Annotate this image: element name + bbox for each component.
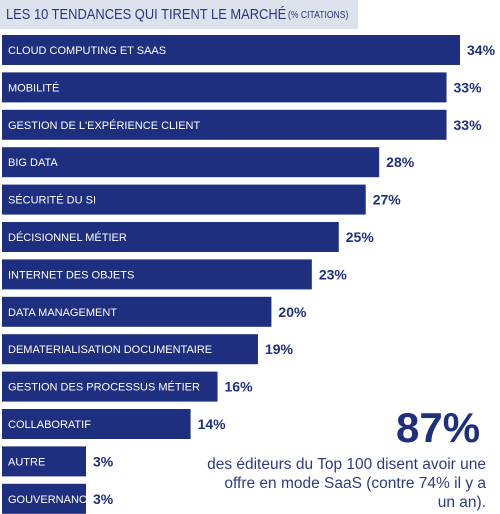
bar-value-label: 33% — [454, 117, 483, 133]
callout-text: des éditeurs du Top 100 disent avoir une… — [207, 456, 486, 511]
bar-group: CLOUD COMPUTING ET SAAS 34% — [2, 35, 496, 65]
bar — [2, 296, 272, 327]
bar-value-label: 25% — [346, 229, 375, 245]
chart-title: LES 10 TENDANCES QUI TIRENT LE MARCHÉ — [6, 6, 287, 23]
bar — [2, 371, 218, 402]
bar — [2, 147, 380, 178]
bar-group: GESTION DE L'EXPÉRIENCE CLIENT 33% — [2, 109, 483, 140]
bar-group: COLLABORATIF 14% — [2, 409, 226, 439]
bar-label: GESTION DE L'EXPÉRIENCE CLIENT — [8, 119, 200, 132]
bar — [2, 334, 258, 365]
bar — [2, 446, 86, 477]
bar-group: MOBILITÉ 33% — [2, 72, 483, 103]
bar — [2, 109, 447, 140]
bar-label: AUTRE — [8, 456, 45, 468]
bar-group: DÉCISIONNEL MÉTIER 25% — [2, 222, 374, 252]
bar-value-label: 28% — [386, 154, 415, 170]
bar — [2, 72, 447, 103]
chart-subtitle: (% CITATIONS) — [288, 10, 349, 21]
bar-label: SÉCURITÉ DU SI — [8, 194, 96, 207]
bar-value-label: 33% — [454, 79, 483, 95]
bar-value-label: 27% — [373, 192, 402, 208]
bar-label: COLLABORATIF — [8, 419, 91, 431]
bar-label: GOUVERNANCE IT — [8, 494, 107, 506]
bar-value-label: 3% — [93, 453, 114, 469]
bar-group: DEMATERIALISATION DOCUMENTAIRE 19% — [2, 334, 294, 365]
bar-value-label: 23% — [319, 266, 348, 282]
bar-label: DÉCISIONNEL MÉTIER — [8, 231, 127, 244]
bar-label: DATA MANAGEMENT — [8, 307, 117, 319]
bar-group: GOUVERNANCE IT3% — [2, 483, 114, 514]
bar-group: GESTION DES PROCESSUS MÉTIER 16% — [2, 371, 254, 402]
bar-group: SÉCURITÉ DU SI 27% — [2, 184, 402, 215]
bar-value-label: 14% — [198, 416, 227, 432]
bar — [2, 259, 312, 290]
bar-group: INTERNET DES OBJETS 23% — [2, 259, 348, 290]
bar — [2, 409, 191, 439]
bar-group: BIG DATA 28% — [2, 147, 415, 178]
bar-value-label: 19% — [265, 341, 294, 357]
bar-value-label: 16% — [225, 379, 254, 395]
bar-label: INTERNET DES OBJETS — [8, 269, 134, 281]
bar-label: GESTION DES PROCESSUS MÉTIER — [8, 381, 200, 394]
bar-group: DATA MANAGEMENT 20% — [2, 296, 307, 327]
bar-label: CLOUD COMPUTING ET SAAS — [8, 45, 166, 57]
callout-value: 87% — [396, 404, 481, 451]
bar — [2, 483, 86, 514]
bar-value-label: 3% — [93, 491, 114, 507]
bar-label: MOBILITÉ — [8, 81, 59, 94]
bar — [2, 184, 366, 215]
bar — [2, 35, 460, 65]
bar — [2, 222, 339, 252]
bar-value-label: 34% — [467, 42, 496, 58]
chart-title-bar: LES 10 TENDANCES QUI TIRENT LE MARCHÉ (%… — [0, 0, 358, 29]
bar-label: BIG DATA — [8, 157, 58, 169]
bar-group: AUTRE 3% — [2, 446, 114, 477]
bar-label: DEMATERIALISATION DOCUMENTAIRE — [8, 344, 212, 356]
bar-value-label: 20% — [278, 304, 307, 320]
